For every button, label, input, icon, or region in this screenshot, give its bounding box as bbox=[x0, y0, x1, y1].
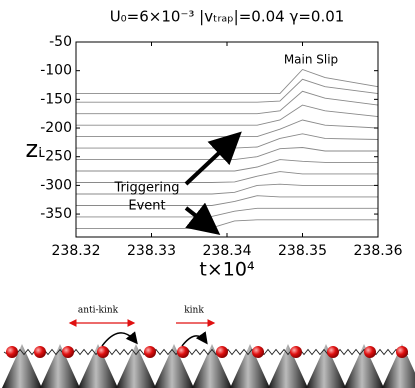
x-tick-label: 238.33 bbox=[127, 243, 176, 259]
trajectory bbox=[76, 219, 378, 229]
substrate-peak bbox=[344, 344, 384, 388]
x-tick-label: 238.35 bbox=[278, 243, 327, 259]
label: kink bbox=[184, 306, 204, 316]
y-tick-label: -50 bbox=[49, 34, 72, 50]
y-tick-label: -300 bbox=[40, 177, 72, 193]
trajectory bbox=[76, 119, 379, 138]
plot-frame bbox=[75, 41, 379, 238]
x-tick-label: 238.36 bbox=[354, 243, 403, 259]
particle bbox=[177, 346, 189, 358]
annotation: Event bbox=[128, 199, 165, 214]
substrate-peak bbox=[192, 344, 232, 388]
particle bbox=[252, 346, 264, 358]
trajectory bbox=[76, 104, 379, 126]
x-tick-label: 238.34 bbox=[203, 243, 252, 259]
particle bbox=[327, 346, 339, 358]
trajectory bbox=[76, 171, 378, 183]
substrate-peak bbox=[230, 344, 270, 388]
y-tick-label: -100 bbox=[40, 63, 72, 79]
kink-diagram: anti-kink kink bbox=[2, 306, 415, 388]
label: anti-kink bbox=[78, 306, 119, 316]
particle bbox=[290, 346, 302, 358]
trajectory bbox=[76, 78, 379, 103]
substrate-peak bbox=[40, 344, 80, 388]
annotation: Triggering bbox=[114, 181, 180, 196]
substrate-peak bbox=[78, 344, 118, 388]
substrate-peak bbox=[268, 344, 308, 388]
trajectory bbox=[76, 159, 378, 172]
plot: -50 -100 -150 -200 -250 -300 -350 238.32 238.33 2… bbox=[40, 34, 402, 259]
trajectory bbox=[76, 68, 379, 95]
substrate-peak bbox=[2, 344, 42, 388]
trajectory bbox=[76, 183, 378, 195]
substrate-peak bbox=[116, 344, 156, 388]
arrow bbox=[184, 202, 221, 235]
arrow bbox=[181, 331, 208, 347]
particle bbox=[396, 346, 408, 358]
particle bbox=[144, 346, 156, 358]
trajectory bbox=[76, 195, 378, 206]
annotation: Main Slip bbox=[284, 53, 338, 67]
trajectory bbox=[76, 147, 378, 161]
particle bbox=[34, 346, 46, 358]
x-axis-label: t×10⁴ bbox=[199, 259, 255, 281]
x-tick-label: 238.32 bbox=[52, 243, 101, 259]
y-tick-label: -350 bbox=[40, 206, 72, 222]
particle bbox=[62, 346, 74, 358]
y-tick-label: -200 bbox=[40, 120, 72, 136]
substrate-peak bbox=[306, 344, 346, 388]
y-tick-label: -250 bbox=[40, 149, 72, 165]
arrow bbox=[101, 331, 138, 347]
chart-title: U₀=6×10⁻³ |vₜᵣₐₚ|=0.04 γ=0.01 bbox=[110, 8, 345, 26]
trajectory bbox=[76, 133, 379, 149]
particle bbox=[216, 346, 228, 358]
trajectory bbox=[76, 90, 379, 115]
y-tick-label: -150 bbox=[40, 91, 72, 107]
substrate-peak bbox=[154, 344, 194, 388]
particle bbox=[6, 346, 18, 358]
particle bbox=[97, 346, 109, 358]
trajectory bbox=[76, 207, 378, 218]
particle bbox=[364, 346, 376, 358]
y-axis-label: zᵢ bbox=[26, 135, 43, 163]
arrow bbox=[184, 131, 242, 186]
